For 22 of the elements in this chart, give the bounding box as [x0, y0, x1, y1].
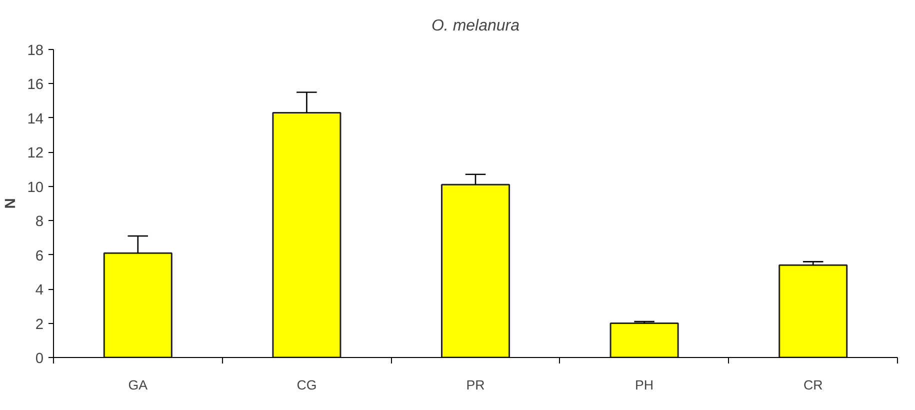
x-tick-label: CR [803, 378, 823, 392]
bar [272, 112, 342, 358]
chart-title: O. melanura [431, 18, 520, 34]
y-tick-label: 16 [27, 77, 44, 94]
y-tick-label: 14 [27, 111, 44, 128]
x-tick-label: PH [635, 378, 654, 392]
y-axis-title: N [3, 198, 20, 209]
bar [103, 252, 172, 358]
bar [610, 322, 679, 358]
x-tick-label: PR [466, 378, 485, 392]
bar [440, 184, 510, 358]
y-tick-label: 4 [35, 282, 44, 299]
x-tick-label: CG [296, 378, 317, 392]
y-tick-label: 0 [35, 351, 44, 367]
bar [778, 264, 848, 358]
x-tick-label: GA [128, 378, 148, 392]
y-tick-label: 8 [35, 214, 44, 230]
y-tick-label: 2 [35, 316, 44, 333]
y-tick-label: 18 [27, 43, 44, 59]
y-tick-label: 10 [27, 180, 44, 196]
y-tick-label: 12 [27, 146, 44, 162]
y-tick-label: 6 [35, 248, 44, 264]
